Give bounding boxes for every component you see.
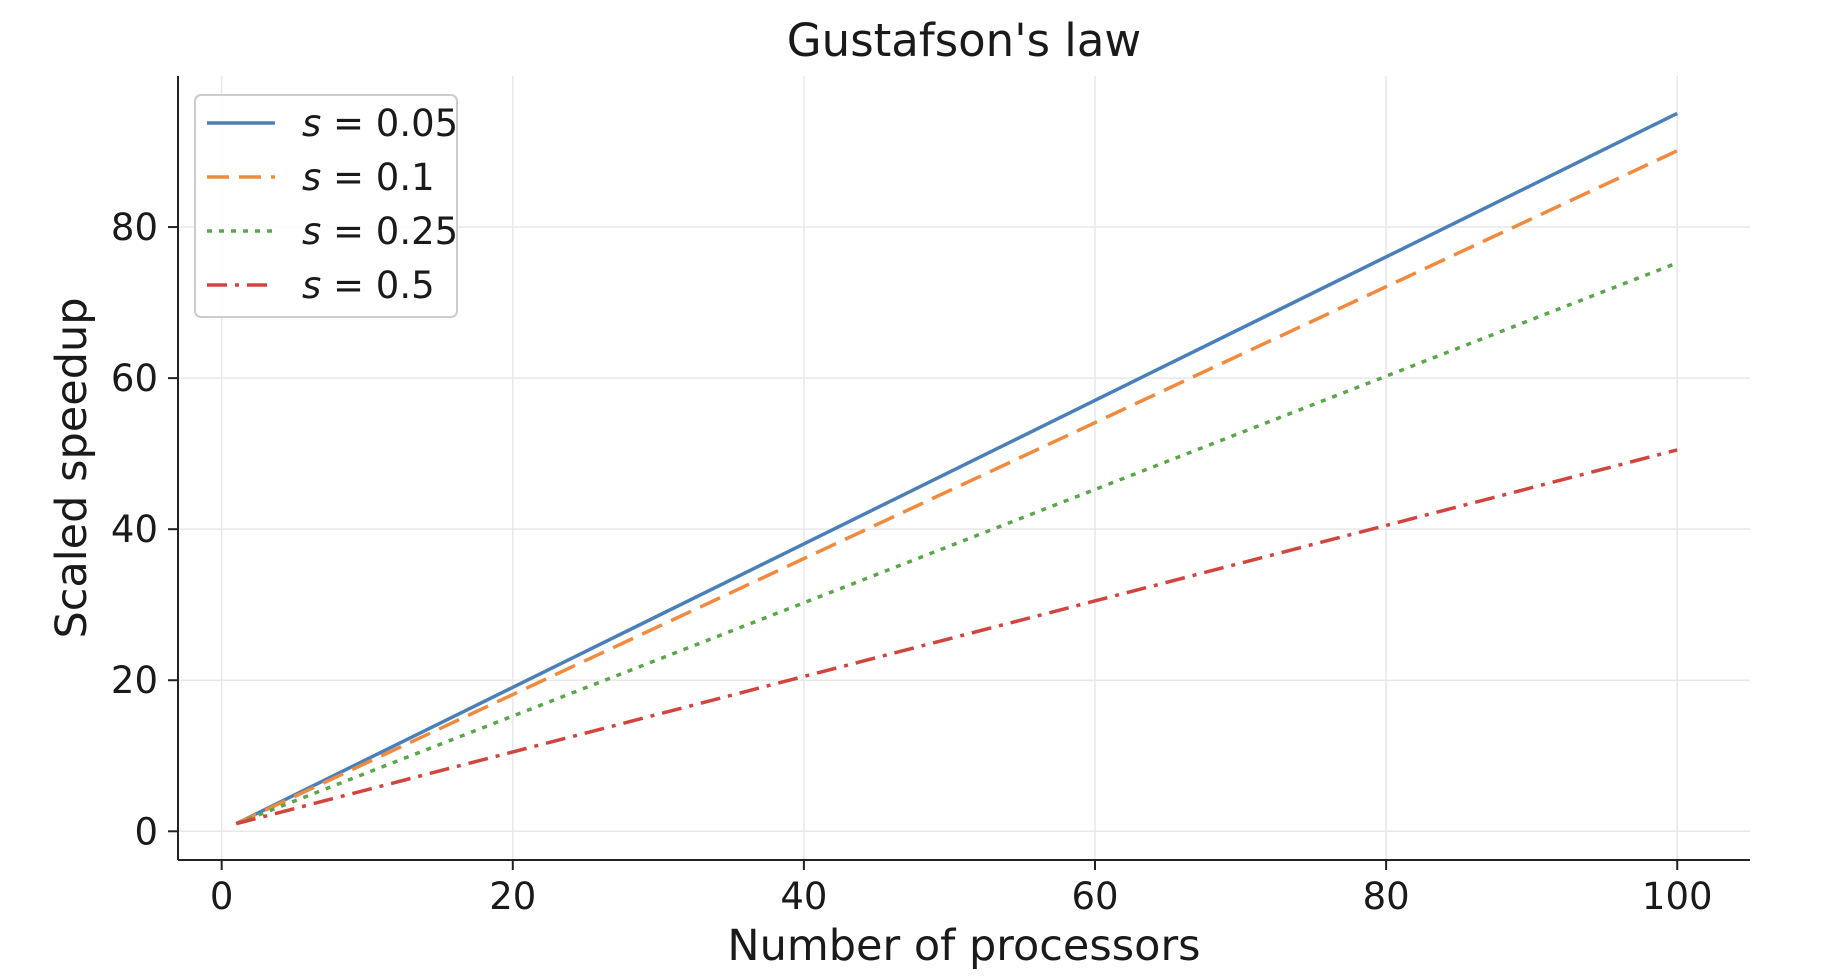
axes	[177, 76, 1750, 861]
legend-label-0: s = 0.05	[302, 102, 458, 145]
series-line-3	[235, 448, 1678, 826]
legend-value-2: = 0.25	[321, 210, 458, 253]
x-tick-label: 40	[780, 875, 827, 918]
legend-value-3: = 0.5	[321, 264, 434, 307]
x-tick-label: 100	[1642, 875, 1713, 918]
x-tick-label: 0	[210, 875, 234, 918]
x-tick-label: 60	[1071, 875, 1118, 918]
y-tick-label: 20	[111, 659, 158, 702]
legend: s = 0.05s = 0.1s = 0.25s = 0.5	[194, 94, 458, 318]
legend-label-2: s = 0.25	[302, 210, 458, 253]
chart-title: Gustafson's law	[787, 14, 1141, 67]
y-axis-label: Scaled speedup	[47, 297, 97, 638]
legend-value-1: = 0.1	[321, 156, 434, 199]
legend-items: s = 0.05s = 0.1s = 0.25s = 0.5	[207, 102, 458, 307]
legend-box	[194, 94, 458, 318]
legend-label-3: s = 0.5	[302, 264, 435, 307]
legend-var-0: s	[302, 102, 321, 145]
y-ticks: 0 20 40 60 80	[111, 206, 178, 853]
legend-var-2: s	[302, 210, 321, 253]
legend-value-0: = 0.05	[321, 102, 458, 145]
y-tick-label: 60	[111, 357, 158, 400]
x-ticks: 0 20 40 60 80 100	[210, 860, 1713, 918]
x-tick-label: 80	[1363, 875, 1410, 918]
y-tick-label: 0	[134, 810, 158, 853]
y-tick-label: 80	[111, 206, 158, 249]
series-line-1	[235, 149, 1678, 826]
series-lines	[235, 111, 1678, 826]
y-tick-label: 40	[111, 508, 158, 551]
legend-var-1: s	[302, 156, 321, 199]
legend-var-3: s	[302, 264, 321, 307]
series-line-0	[235, 111, 1678, 826]
series-line-2	[235, 261, 1678, 826]
x-tick-label: 20	[489, 875, 536, 918]
x-axis-label: Number of processors	[727, 921, 1200, 971]
legend-label-1: s = 0.1	[302, 156, 435, 199]
